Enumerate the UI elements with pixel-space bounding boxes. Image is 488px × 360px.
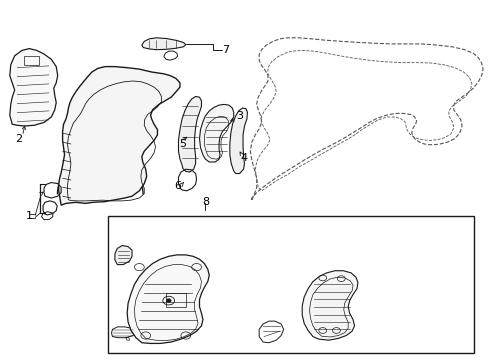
Polygon shape — [115, 246, 132, 265]
Polygon shape — [10, 49, 58, 126]
Bar — [107, 216, 473, 353]
Text: 6: 6 — [174, 181, 181, 192]
Text: 4: 4 — [241, 153, 247, 163]
Polygon shape — [302, 271, 357, 340]
Text: 8: 8 — [202, 197, 208, 207]
Text: 3: 3 — [236, 111, 243, 121]
Text: 7: 7 — [222, 45, 229, 55]
Polygon shape — [142, 38, 185, 50]
Text: 1: 1 — [26, 211, 33, 221]
Text: 5: 5 — [179, 139, 186, 149]
Circle shape — [166, 299, 171, 302]
Polygon shape — [127, 255, 209, 343]
Polygon shape — [229, 108, 247, 174]
Text: 9: 9 — [127, 258, 134, 268]
Polygon shape — [178, 96, 201, 172]
Text: 2: 2 — [15, 134, 22, 144]
Polygon shape — [59, 67, 180, 205]
Polygon shape — [199, 104, 233, 162]
